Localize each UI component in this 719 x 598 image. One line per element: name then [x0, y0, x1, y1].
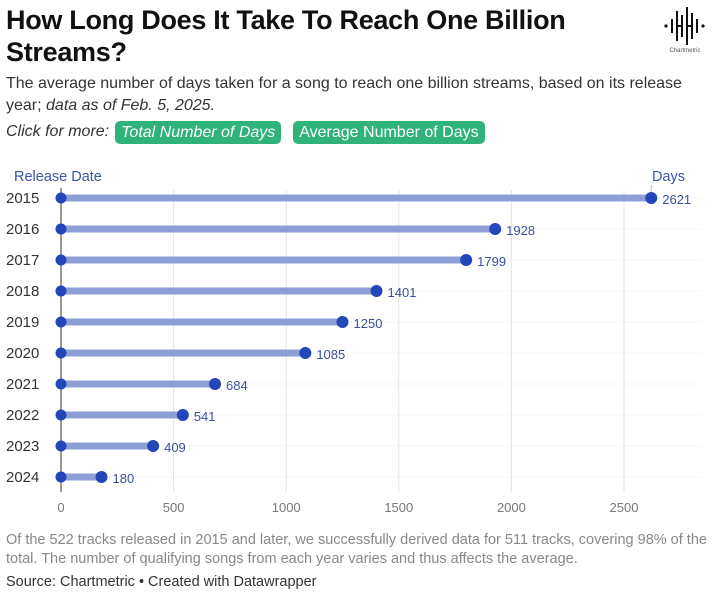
chartmetric-logo: Chartmetric: [660, 5, 710, 63]
data-label: 2621: [662, 192, 691, 207]
lollipop-start-dot: [55, 409, 67, 421]
lollipop-end-dot: [336, 316, 349, 328]
lollipop-end-dot: [95, 471, 108, 483]
lollipop-start-dot: [55, 285, 67, 297]
data-label: 180: [113, 471, 135, 486]
data-label: 1250: [354, 316, 383, 331]
lollipop-start-dot: [55, 192, 67, 204]
lollipop-start-dot: [55, 316, 67, 328]
marks-layer: 2015 2016 2017 2018 2019 2020 2021 2022 2023 2024…: [6, 185, 691, 492]
y-category-label: 2018: [6, 283, 39, 300]
y-category-label: 2021: [6, 376, 39, 393]
x-tick-label: 500: [163, 500, 185, 515]
x-tick-label: 1500: [384, 500, 413, 515]
lollipop-start-dot: [55, 223, 67, 235]
x-tick-label: 0: [57, 500, 64, 515]
lollipop-start-dot: [55, 378, 67, 390]
lollipop-end-dot: [645, 192, 658, 204]
data-label: 1799: [477, 254, 506, 269]
lollipop-start-dot: [55, 440, 67, 452]
y-category-label: 2023: [6, 438, 39, 455]
chart-subtitle: The average number of days taken for a s…: [6, 73, 711, 117]
y-category-label: 2020: [6, 345, 39, 362]
y-category-label: 2024: [6, 469, 39, 486]
lollipop-chart: 0 500 1000 1500 2000 2500 Release Date Days 2…: [6, 169, 703, 515]
x-tick-label: 2000: [497, 500, 526, 515]
x-axis-title: Days: [652, 169, 685, 185]
chart-title: How Long Does It Take To Reach One Billi…: [6, 5, 566, 67]
data-label: 1928: [506, 223, 535, 238]
lollipop-end-dot: [460, 254, 473, 266]
click-for-more-label: Click for more:: [6, 123, 110, 140]
source-line: Source: Chartmetric • Created with Dataw…: [6, 574, 317, 590]
subtitle-text: The average number of days taken for a s…: [6, 75, 682, 114]
lollipop-end-dot: [147, 440, 160, 452]
lollipop-end-dot: [176, 409, 189, 421]
average-days-button[interactable]: Average Number of Days: [293, 120, 485, 144]
data-label: 1085: [316, 347, 345, 362]
data-label: 409: [164, 440, 186, 455]
y-category-label: 2015: [6, 190, 39, 207]
lollipop-end-dot: [489, 223, 502, 235]
subtitle-date: data as of Feb. 5, 2025.: [46, 97, 216, 114]
footnote: Of the 522 tracks released in 2015 and l…: [6, 532, 707, 567]
lollipop-end-dot: [209, 378, 222, 390]
data-label: 541: [194, 409, 216, 424]
lollipop-end-dot: [299, 347, 312, 359]
click-for-more-row: Click for more: Total Number of Days Ave…: [6, 120, 497, 144]
lollipop-start-dot: [55, 254, 67, 266]
y-axis-title: Release Date: [14, 169, 102, 185]
total-days-button[interactable]: Total Number of Days: [115, 120, 282, 144]
y-category-label: 2019: [6, 314, 39, 331]
lollipop-end-dot: [370, 285, 383, 297]
y-category-label: 2017: [6, 252, 39, 269]
logo-text: Chartmetric: [669, 48, 701, 54]
chartmetric-waveform-icon: [664, 7, 705, 45]
lollipop-start-dot: [55, 347, 67, 359]
data-label: 1401: [388, 285, 417, 300]
x-tick-label: 2500: [610, 500, 639, 515]
y-category-label: 2016: [6, 221, 39, 238]
lollipop-start-dot: [55, 471, 67, 483]
x-tick-label: 1000: [272, 500, 301, 515]
y-category-label: 2022: [6, 407, 39, 424]
data-label: 684: [226, 378, 248, 393]
